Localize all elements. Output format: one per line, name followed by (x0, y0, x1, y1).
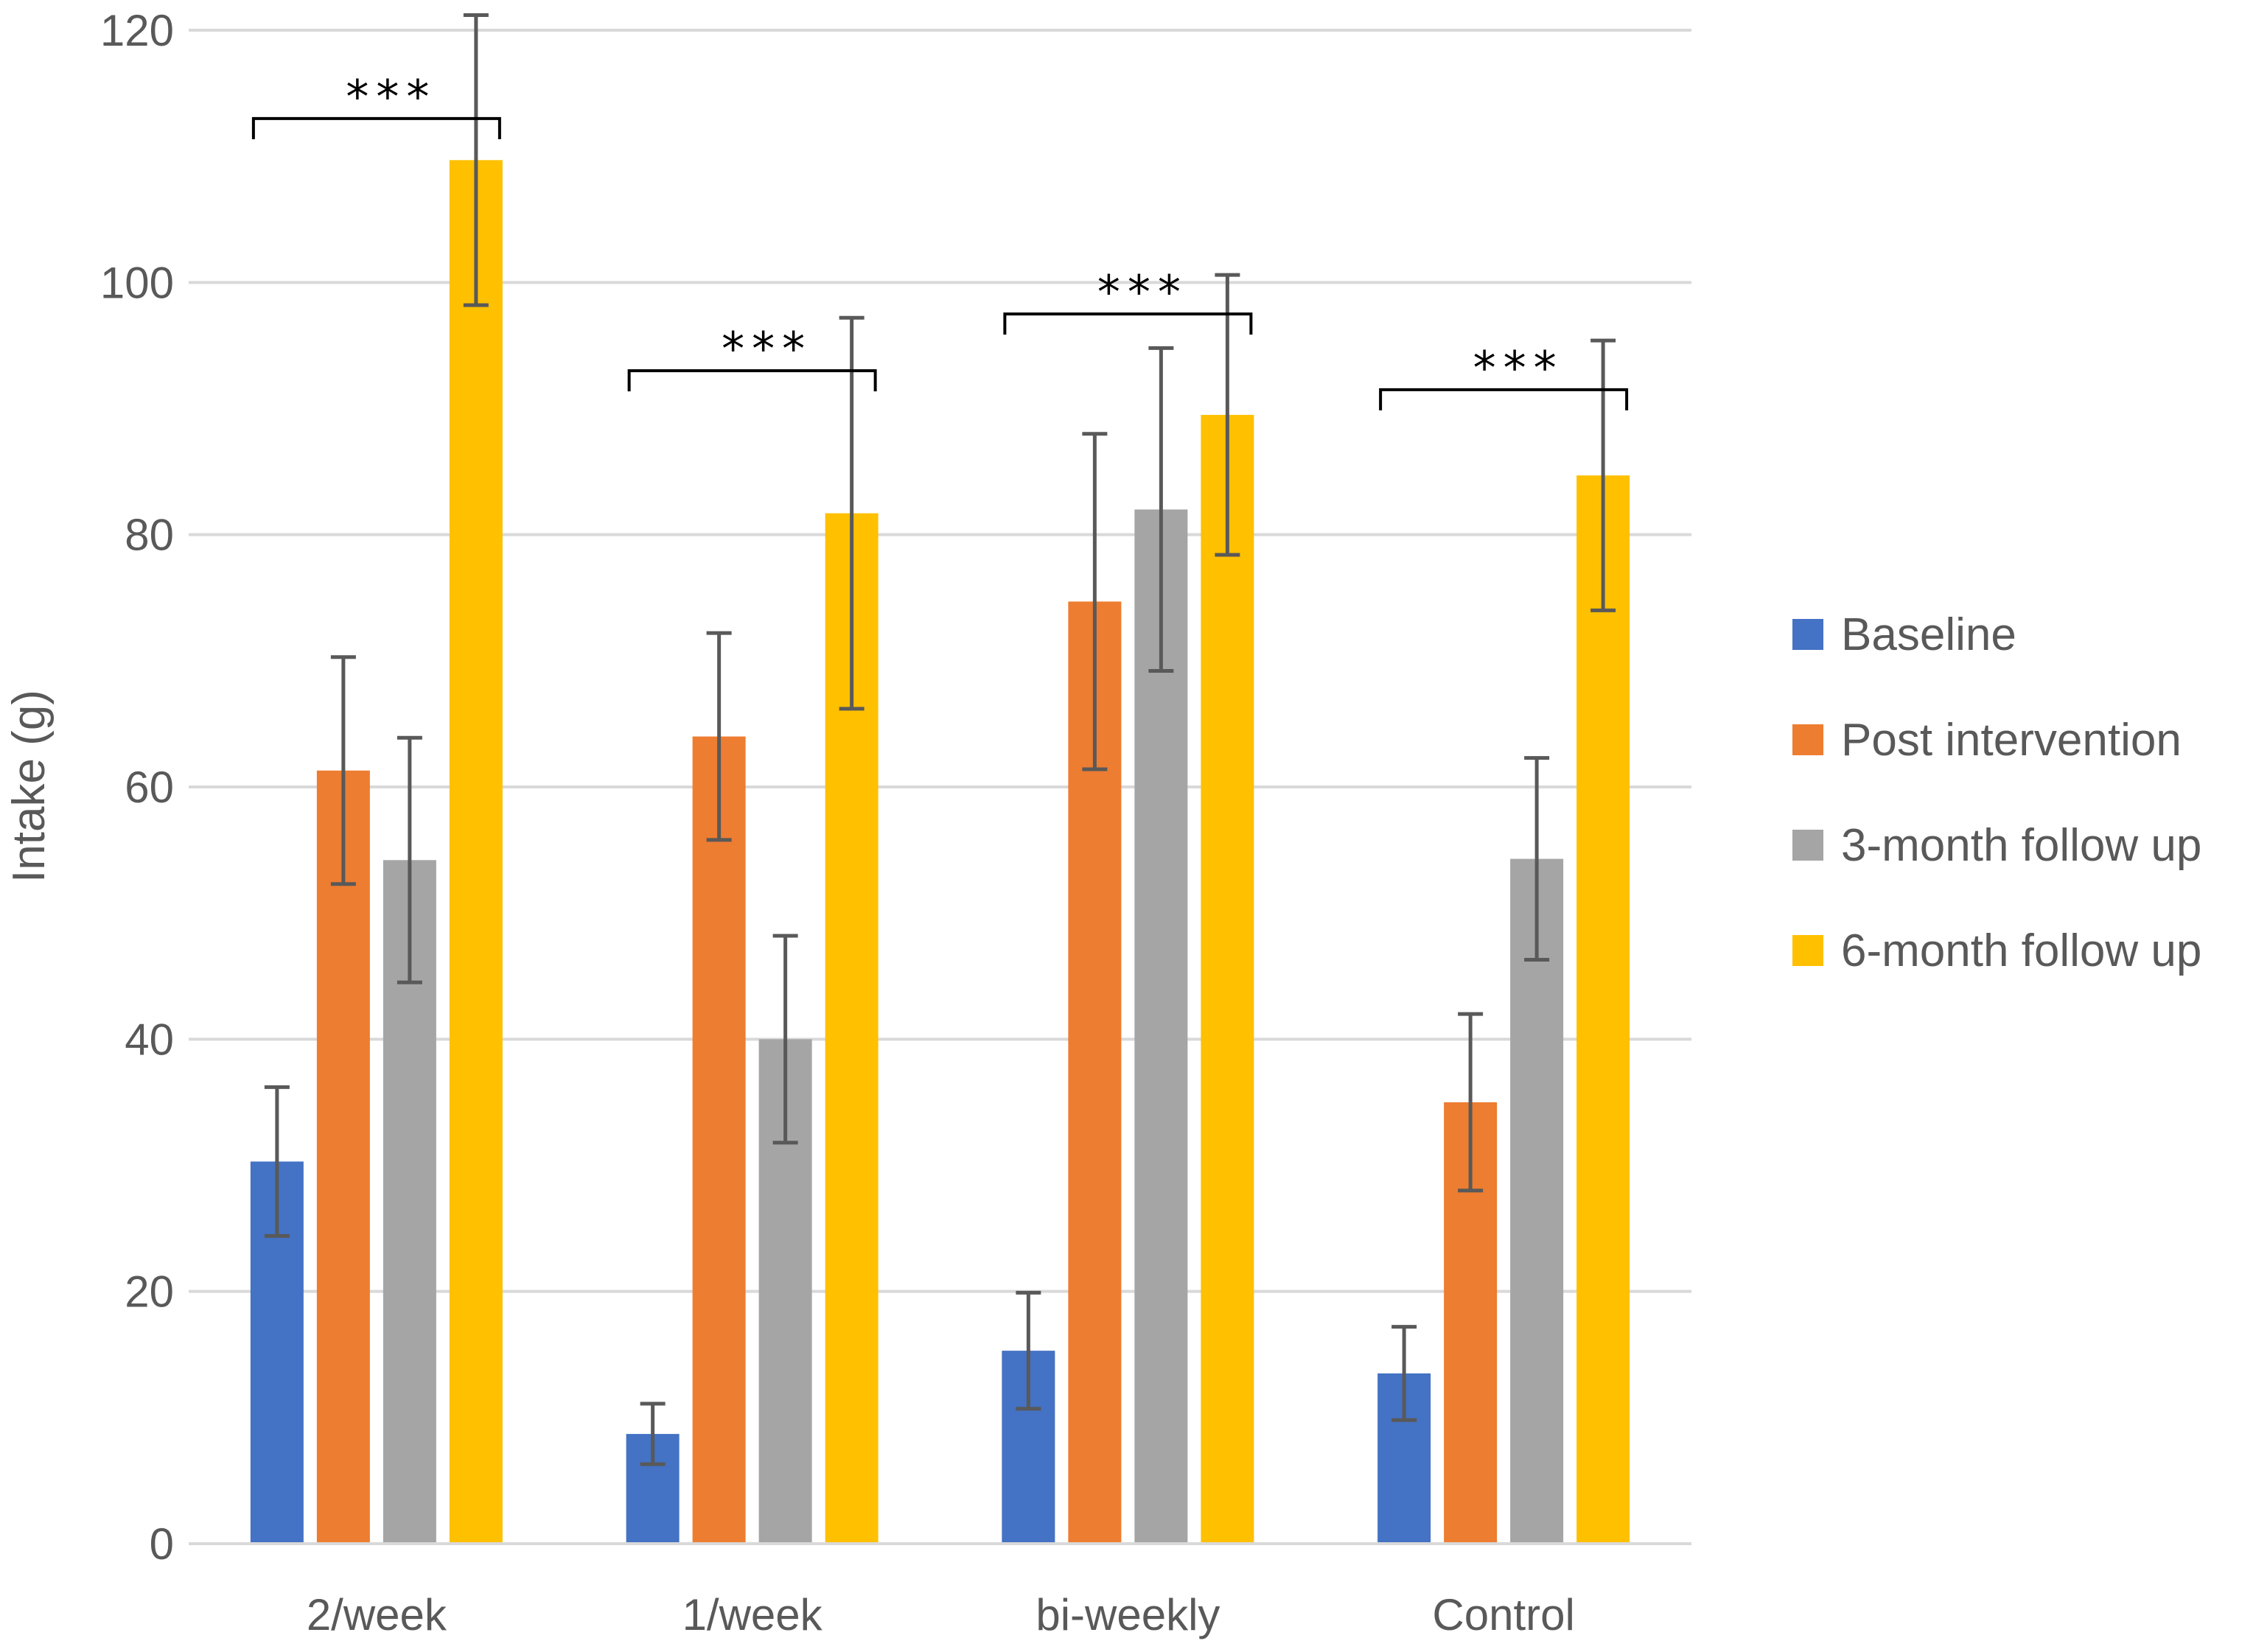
y-tick-label-60: 60 (125, 763, 174, 812)
error-bar-Control-6-month follow up (1590, 338, 1616, 612)
legend-swatch (1792, 724, 1823, 755)
error-bar-bi-weekly-Baseline (1016, 1290, 1041, 1411)
error-bar-1/week-Baseline (640, 1401, 666, 1466)
error-bar-2/week-6-month follow up (463, 13, 489, 307)
error-bar-bi-weekly-3-month follow up (1148, 346, 1174, 673)
x-tick-label-1/week: 1/week (682, 1590, 823, 1639)
significance-annotations: *** *** *** *** (251, 70, 1629, 410)
error-bars (264, 13, 1616, 1466)
significance-label: *** (1473, 341, 1564, 395)
y-axis-title: Intake (g) (4, 690, 55, 883)
y-tick-label-100: 100 (100, 258, 174, 307)
legend-swatch (1792, 830, 1823, 861)
bracket-line (627, 369, 877, 392)
bar-bi-weekly-3-month follow up (1134, 509, 1188, 1544)
error-bar-bi-weekly-6-month follow up (1215, 273, 1240, 557)
significance-bracket-Control: *** (1379, 341, 1629, 410)
x-tick-label-Control: Control (1432, 1590, 1574, 1639)
error-bar-2/week-Post intervention (330, 655, 356, 886)
legend-swatch (1792, 619, 1823, 650)
error-bar-bi-weekly-Post intervention (1082, 432, 1108, 771)
bar-2/week-Post intervention (316, 770, 370, 1544)
legend-label: Post intervention (1841, 715, 2182, 766)
error-bar-Control-Baseline (1391, 1325, 1417, 1422)
error-bar-2/week-3-month follow up (397, 735, 422, 984)
x-tick-label-2/week: 2/week (307, 1590, 447, 1639)
significance-label: *** (346, 70, 436, 124)
legend-swatch (1792, 935, 1823, 966)
legend-label: 3-month follow up (1841, 820, 2201, 871)
error-bar-2/week-Baseline (264, 1085, 290, 1238)
axes: 0 20 40 60 80 100 120 2/week 1/week bi-weekly Cont… (100, 6, 1691, 1639)
y-tick-label-80: 80 (125, 511, 174, 560)
legend-item-Baseline: Baseline (1792, 609, 2016, 660)
bracket-line (1379, 388, 1629, 410)
significance-label: *** (722, 322, 812, 376)
legend-label: Baseline (1841, 609, 2016, 660)
bar-bi-weekly-6-month follow up (1201, 415, 1254, 1544)
error-bar-Control-Post intervention (1458, 1012, 1484, 1193)
bracket-line (1003, 312, 1253, 335)
y-tick-label-120: 120 (100, 6, 174, 55)
bar-2/week-6-month follow up (449, 160, 503, 1544)
legend-item-3-month follow up: 3-month follow up (1792, 820, 2201, 871)
y-tick-label-40: 40 (125, 1015, 174, 1064)
legend-item-6-month follow up: 6-month follow up (1792, 925, 2201, 976)
x-tick-label-bi-weekly: bi-weekly (1036, 1590, 1220, 1639)
error-bar-1/week-6-month follow up (839, 315, 865, 711)
significance-label: *** (1097, 265, 1188, 319)
y-tick-label-0: 0 (150, 1519, 174, 1569)
gridlines (189, 29, 1691, 1293)
error-bar-1/week-3-month follow up (772, 934, 798, 1145)
error-bar-1/week-Post intervention (706, 631, 732, 842)
bar-Control-3-month follow up (1510, 858, 1564, 1544)
significance-bracket-1/week: *** (627, 322, 877, 392)
bars (250, 160, 1630, 1544)
error-bar-Control-3-month follow up (1524, 756, 1550, 962)
y-tick-label-20: 20 (125, 1267, 174, 1317)
legend-item-Post intervention: Post intervention (1792, 715, 2182, 766)
bar-Control-6-month follow up (1576, 475, 1630, 1544)
bar-1/week-Post intervention (692, 736, 746, 1544)
bracket-line (251, 116, 501, 139)
legend-label: 6-month follow up (1841, 925, 2201, 976)
significance-bracket-2/week: *** (251, 70, 501, 139)
significance-bracket-bi-weekly: *** (1003, 265, 1253, 335)
legend: Baseline Post intervention 3-month follow … (1792, 609, 2201, 976)
